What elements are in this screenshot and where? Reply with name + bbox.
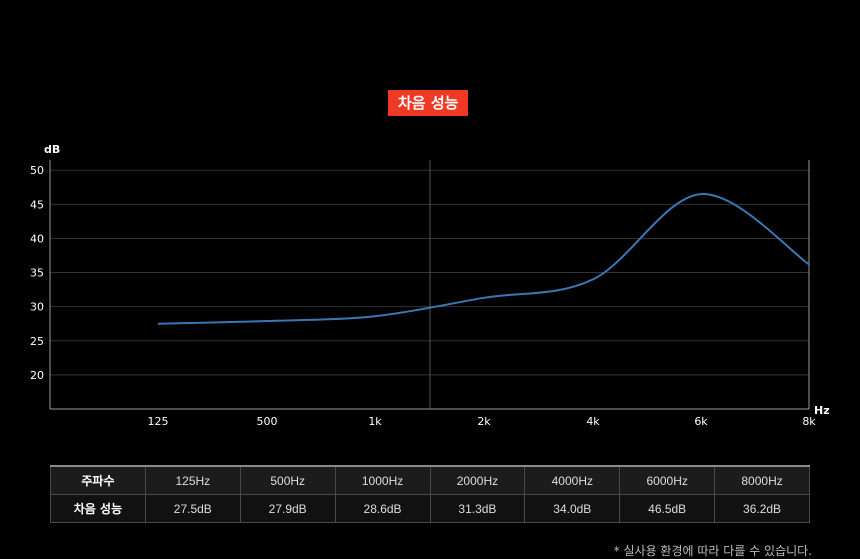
table-header-cell: 1000Hz bbox=[334, 465, 431, 495]
y-tick-label: 35 bbox=[30, 267, 44, 280]
table-header-cell: 6000Hz bbox=[619, 465, 716, 495]
footnote: * 실사용 환경에 따라 다를 수 있습니다. bbox=[613, 544, 812, 558]
line-chart: 20 25 30 35 40 45 50 125 500 1k 2k 4k 6k 8k dB Hz bbox=[30, 143, 830, 428]
y-tick-label: 50 bbox=[30, 164, 44, 177]
axes: 20 25 30 35 40 45 50 125 500 1k 2k 4k 6k 8k dB Hz bbox=[30, 143, 830, 428]
table-header-cell: 125Hz bbox=[144, 465, 241, 495]
table-header-cell: 2000Hz bbox=[429, 465, 526, 495]
x-axis-label: Hz bbox=[814, 404, 830, 417]
table-cell: 28.6dB bbox=[334, 494, 431, 523]
y-tick-label: 45 bbox=[30, 198, 44, 211]
y-tick-label: 25 bbox=[30, 335, 44, 348]
table-cell: 31.3dB bbox=[429, 494, 526, 523]
table-cell: 36.2dB bbox=[714, 494, 810, 523]
table-header-cell: 8000Hz bbox=[714, 465, 810, 495]
x-tick-label: 8k bbox=[802, 415, 816, 428]
table-cell: 46.5dB bbox=[619, 494, 716, 523]
x-tick-label: 6k bbox=[694, 415, 708, 428]
y-axis-label: dB bbox=[44, 143, 60, 156]
table-header-cell: 4000Hz bbox=[524, 465, 621, 495]
table-header-row: 주파수 125Hz 500Hz 1000Hz 2000Hz 4000Hz 600… bbox=[50, 465, 810, 495]
x-tick-label: 125 bbox=[148, 415, 169, 428]
table-header-cell: 500Hz bbox=[239, 465, 336, 495]
table-cell: 27.5dB bbox=[144, 494, 241, 523]
x-tick-label: 2k bbox=[477, 415, 491, 428]
series bbox=[157, 193, 810, 325]
table-cell: 차음 성능 bbox=[50, 494, 146, 523]
x-tick-label: 1k bbox=[368, 415, 382, 428]
y-tick-label: 40 bbox=[30, 232, 44, 245]
grid bbox=[50, 160, 809, 409]
data-table: 주파수 125Hz 500Hz 1000Hz 2000Hz 4000Hz 600… bbox=[50, 465, 810, 523]
y-tick-label: 20 bbox=[30, 369, 44, 382]
table-row: 차음 성능 27.5dB 27.9dB 28.6dB 31.3dB 34.0dB… bbox=[50, 494, 810, 523]
y-tick-label: 30 bbox=[30, 301, 44, 314]
x-tick-label: 500 bbox=[257, 415, 278, 428]
table-header-cell: 주파수 bbox=[50, 465, 146, 495]
table-cell: 27.9dB bbox=[239, 494, 336, 523]
x-tick-label: 4k bbox=[586, 415, 600, 428]
table-cell: 34.0dB bbox=[524, 494, 621, 523]
series-line bbox=[157, 193, 810, 325]
chart-title: 차음 성능 bbox=[388, 90, 469, 116]
